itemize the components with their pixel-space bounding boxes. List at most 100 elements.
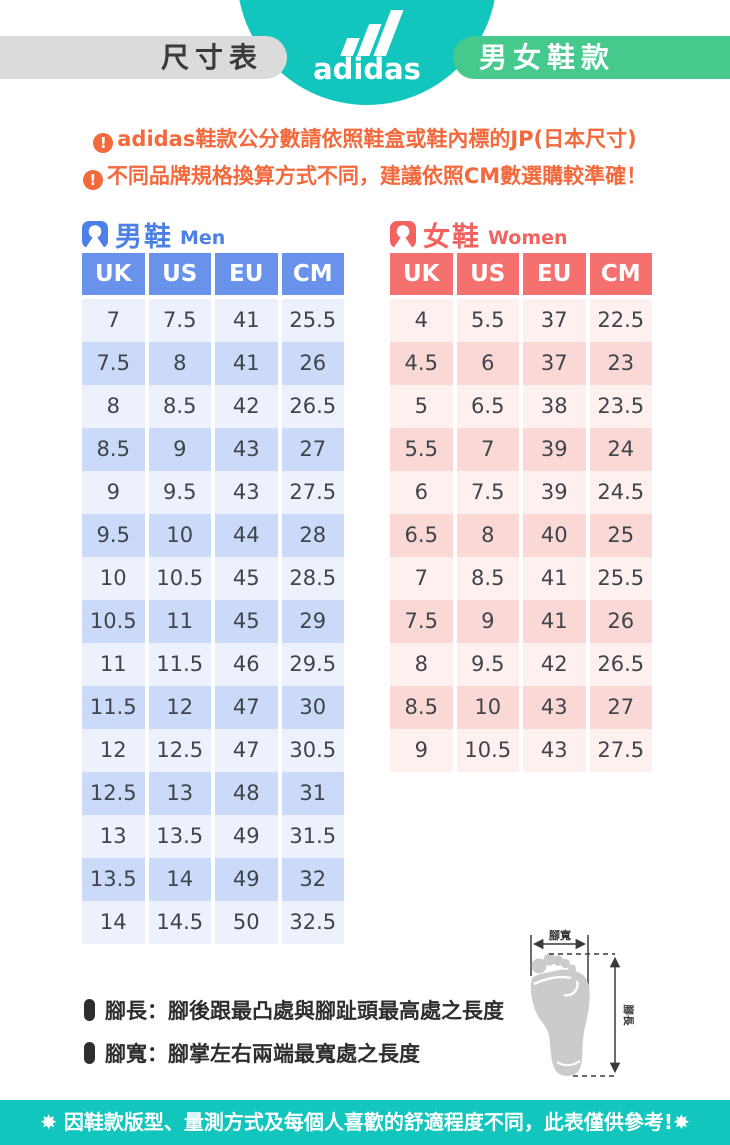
men-title-en: Men	[180, 227, 226, 249]
table-cell: 44	[215, 514, 278, 557]
table-cell: 10.5	[82, 600, 145, 643]
footer-disclaimer-bar: ✸ 因鞋款版型、量測方式及每個人喜歡的舒適程度不同，此表僅供參考!✸	[0, 1100, 730, 1145]
footnote-bullet	[84, 999, 95, 1021]
table-cell: 8.5	[82, 428, 145, 471]
table-cell: 28.5	[281, 557, 344, 600]
table-cell: 27	[281, 428, 344, 471]
table-cell: 47	[215, 686, 278, 729]
table-cell: 26.5	[281, 385, 344, 428]
notice-text: adidas鞋款公分數請依照鞋盒或鞋內標的JP(日本尺寸)	[117, 127, 637, 151]
table-cell: 11.5	[148, 643, 211, 686]
footnote-bullet	[84, 1042, 95, 1064]
table-cell: 4.5	[390, 342, 453, 385]
table-cell: 11	[82, 643, 145, 686]
table-cell: 9.5	[148, 471, 211, 514]
table-cell: 7.5	[148, 299, 211, 342]
table-cell: 14	[82, 901, 145, 944]
table-cell: 43	[523, 686, 586, 729]
column-header-uk: UK	[390, 253, 453, 295]
women-size-table: UK US EU CM 4 5.5 37 22.5 4.5 6 37 23 5 6.5 38 23.5…	[390, 253, 652, 772]
column-header-cm: CM	[281, 253, 344, 295]
column-header-us: US	[148, 253, 211, 295]
table-cell: 13.5	[148, 815, 211, 858]
table-cell: 26	[589, 600, 652, 643]
table-cell: 9.5	[456, 643, 519, 686]
table-cell: 39	[523, 471, 586, 514]
table-cell: 45	[215, 600, 278, 643]
table-cell: 12.5	[148, 729, 211, 772]
table-cell: 14.5	[148, 901, 211, 944]
size-chart-pill: 尺寸表	[0, 36, 287, 79]
women-section-title: 女鞋 Women	[390, 215, 568, 254]
table-cell: 41	[215, 342, 278, 385]
table-cell: 5	[390, 385, 453, 428]
table-cell: 41	[523, 600, 586, 643]
table-cell: 6.5	[456, 385, 519, 428]
table-cell: 42	[523, 643, 586, 686]
table-cell: 28	[281, 514, 344, 557]
table-cell: 29	[281, 600, 344, 643]
table-cell: 8.5	[390, 686, 453, 729]
footer-text: ✸ 因鞋款版型、量測方式及每個人喜歡的舒適程度不同，此表僅供參考!✸	[40, 1110, 690, 1134]
table-cell: 26.5	[589, 643, 652, 686]
men-section-title: 男鞋 Men	[82, 215, 225, 254]
women-title-zh: 女鞋	[423, 222, 481, 253]
table-cell: 5.5	[456, 299, 519, 342]
table-cell: 6	[390, 471, 453, 514]
table-cell: 39	[523, 428, 586, 471]
table-cell: 22.5	[589, 299, 652, 342]
table-cell: 48	[215, 772, 278, 815]
table-cell: 10.5	[148, 557, 211, 600]
person-icon	[82, 221, 108, 248]
women-table-header: UK US EU CM	[390, 253, 652, 295]
size-chart-label: 尺寸表	[160, 41, 263, 74]
men-table-body: 7 7.5 41 25.5 7.5 8 41 26 8 8.5 42 26.5 8.5 9 43 27 9 9.5…	[82, 299, 344, 944]
table-cell: 8.5	[148, 385, 211, 428]
table-cell: 37	[523, 342, 586, 385]
column-header-eu: EU	[215, 253, 278, 295]
table-cell: 32	[281, 858, 344, 901]
table-cell: 23.5	[589, 385, 652, 428]
table-cell: 8	[456, 514, 519, 557]
table-cell: 12.5	[82, 772, 145, 815]
table-cell: 27.5	[281, 471, 344, 514]
foot-length-label: 腳長	[622, 1005, 635, 1027]
table-cell: 7	[390, 557, 453, 600]
table-cell: 26	[281, 342, 344, 385]
table-cell: 10	[148, 514, 211, 557]
foot-outline-icon	[530, 953, 590, 1077]
notice-line: ! adidas鞋款公分數請依照鞋盒或鞋內標的JP(日本尺寸)	[0, 121, 730, 158]
table-cell: 24.5	[589, 471, 652, 514]
women-title-en: Women	[488, 227, 568, 249]
table-cell: 8	[82, 385, 145, 428]
men-table-header: UK US EU CM	[82, 253, 344, 295]
table-cell: 30	[281, 686, 344, 729]
table-cell: 14	[148, 858, 211, 901]
table-cell: 5.5	[390, 428, 453, 471]
table-cell: 7	[82, 299, 145, 342]
table-cell: 40	[523, 514, 586, 557]
table-cell: 9	[456, 600, 519, 643]
table-cell: 45	[215, 557, 278, 600]
adidas-stripes-icon	[340, 10, 404, 56]
table-cell: 10	[456, 686, 519, 729]
exclamation-icon: !	[82, 170, 103, 190]
foot-width-label: 腳寬	[549, 928, 571, 942]
table-cell: 8	[148, 342, 211, 385]
table-cell: 29.5	[281, 643, 344, 686]
table-cell: 47	[215, 729, 278, 772]
brand-wordmark: adidas	[313, 52, 421, 86]
table-cell: 27.5	[589, 729, 652, 772]
table-cell: 41	[215, 299, 278, 342]
category-pill: 男女鞋款	[453, 36, 730, 79]
table-cell: 50	[215, 901, 278, 944]
table-cell: 6	[456, 342, 519, 385]
table-cell: 11.5	[82, 686, 145, 729]
category-label: 男女鞋款	[479, 41, 616, 74]
foot-measurement-diagram: 腳寬 腳長	[530, 928, 635, 1077]
table-cell: 13	[148, 772, 211, 815]
table-cell: 12	[82, 729, 145, 772]
table-cell: 7.5	[456, 471, 519, 514]
table-cell: 7	[456, 428, 519, 471]
table-cell: 12	[148, 686, 211, 729]
